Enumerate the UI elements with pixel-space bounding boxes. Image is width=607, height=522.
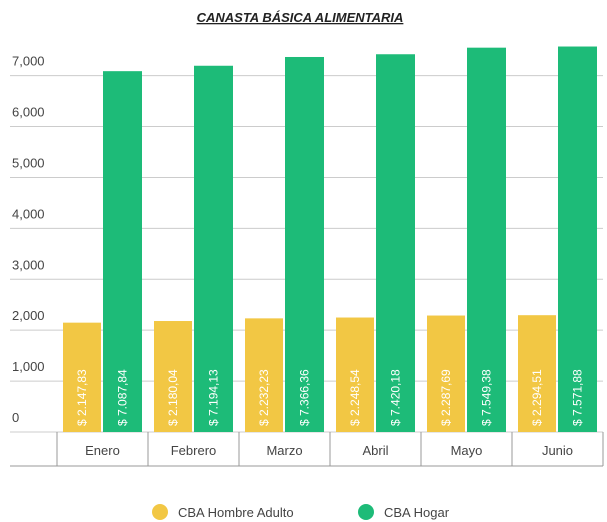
- bar: [336, 317, 374, 432]
- value-label: $ 2.232,23: [257, 369, 271, 426]
- value-label: $ 2.248,54: [348, 369, 362, 426]
- bar: [194, 65, 233, 432]
- y-tick-label: 6,000: [12, 105, 45, 120]
- value-label: $ 2.287,69: [439, 369, 453, 426]
- bar: [245, 318, 283, 432]
- y-tick-label: 3,000: [12, 257, 45, 272]
- x-tick-label: Junio: [542, 443, 573, 458]
- value-label: $ 7.549,38: [480, 369, 494, 426]
- x-tick-label: Mayo: [451, 443, 483, 458]
- value-label: $ 7.366,36: [298, 369, 312, 426]
- legend-swatch: [358, 504, 374, 520]
- y-tick-label: 5,000: [12, 155, 45, 170]
- y-tick-label: 0: [12, 410, 19, 425]
- bar: [518, 315, 556, 432]
- y-tick-label: 7,000: [12, 54, 45, 69]
- x-tick-label: Febrero: [171, 443, 217, 458]
- y-tick-label: 1,000: [12, 359, 45, 374]
- bar: [154, 321, 192, 432]
- bar: [63, 322, 101, 432]
- x-tick-label: Abril: [362, 443, 388, 458]
- y-tick-label: 2,000: [12, 308, 45, 323]
- value-label: $ 7.571,88: [571, 369, 585, 426]
- bar: [427, 315, 465, 432]
- value-label: $ 7.087,84: [116, 369, 130, 426]
- x-tick-label: Marzo: [266, 443, 302, 458]
- value-label: $ 2.180,04: [166, 369, 180, 426]
- bar: [376, 54, 415, 432]
- bar: [103, 71, 142, 432]
- bar: [558, 46, 597, 433]
- value-label: $ 2.147,83: [75, 369, 89, 426]
- legend-label: CBA Hogar: [384, 505, 450, 520]
- legend-label: CBA Hombre Adulto: [178, 505, 294, 520]
- value-label: $ 7.420,18: [389, 369, 403, 426]
- value-label: $ 7.194,13: [207, 369, 221, 426]
- chart-title: CANASTA BÁSICA ALIMENTARIA: [197, 10, 404, 25]
- x-tick-label: Enero: [85, 443, 120, 458]
- bar: [285, 56, 324, 432]
- bar: [467, 47, 506, 432]
- value-label: $ 2.294,51: [530, 369, 544, 426]
- y-tick-label: 4,000: [12, 206, 45, 221]
- legend-swatch: [152, 504, 168, 520]
